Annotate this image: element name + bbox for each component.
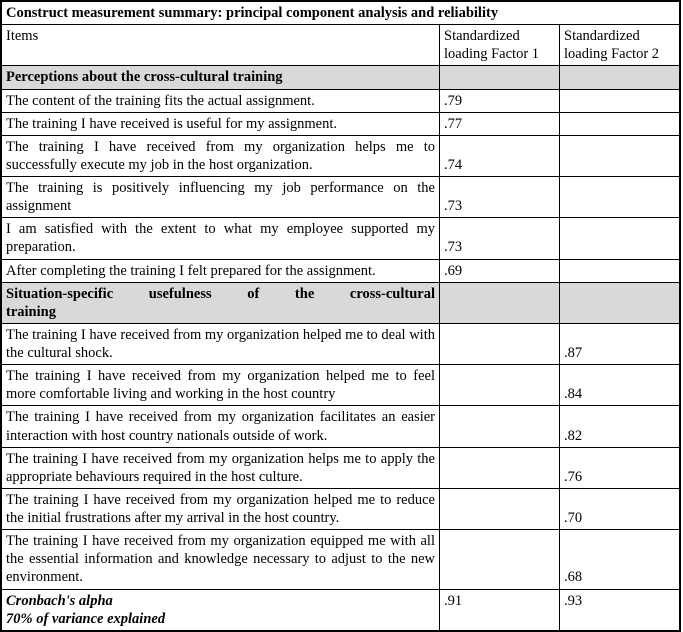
cronbach-line2: 70% of variance explained bbox=[6, 610, 435, 628]
f1-cell: .73 bbox=[440, 177, 560, 218]
f1-cell bbox=[440, 447, 560, 488]
f1-cell bbox=[440, 323, 560, 364]
f2-cell: .68 bbox=[560, 530, 680, 589]
item-cell: The training I have received from my org… bbox=[2, 488, 440, 529]
f2-cell: .87 bbox=[560, 323, 680, 364]
table-row: I am satisfied with the extent to what m… bbox=[2, 218, 680, 259]
table-row: The content of the training fits the act… bbox=[2, 89, 680, 112]
section1-f2 bbox=[560, 66, 680, 89]
header-row: Items Standardized loading Factor 1 Stan… bbox=[2, 25, 680, 66]
f1-cell: .74 bbox=[440, 135, 560, 176]
table-row: The training I have received from my org… bbox=[2, 530, 680, 589]
cronbach-line1: Cronbach's alpha bbox=[6, 592, 435, 610]
header-factor1: Standardized loading Factor 1 bbox=[440, 25, 560, 66]
f2-cell bbox=[560, 89, 680, 112]
item-cell: The training I have received from my org… bbox=[2, 135, 440, 176]
cronbach-row: Cronbach's alpha 70% of variance explain… bbox=[2, 589, 680, 630]
item-cell: The training I have received from my org… bbox=[2, 406, 440, 447]
section1-label: Perceptions about the cross-cultural tra… bbox=[2, 66, 440, 89]
f1-cell bbox=[440, 406, 560, 447]
header-factor2: Standardized loading Factor 2 bbox=[560, 25, 680, 66]
f1-cell: .73 bbox=[440, 218, 560, 259]
f1-cell bbox=[440, 488, 560, 529]
f2-cell bbox=[560, 135, 680, 176]
section1-f1 bbox=[440, 66, 560, 89]
cronbach-f1: .91 bbox=[440, 589, 560, 630]
f2-cell: .70 bbox=[560, 488, 680, 529]
section-row: Situation-specific usefulness of the cro… bbox=[2, 282, 680, 323]
section2-label: Situation-specific usefulness of the cro… bbox=[2, 282, 440, 323]
section-row: Perceptions about the cross-cultural tra… bbox=[2, 66, 680, 89]
pca-table: Construct measurement summary: principal… bbox=[1, 1, 680, 631]
f1-cell bbox=[440, 365, 560, 406]
f2-cell bbox=[560, 259, 680, 282]
table-row: The training I have received from my org… bbox=[2, 447, 680, 488]
table-row: The training I have received from my org… bbox=[2, 365, 680, 406]
f2-cell: .84 bbox=[560, 365, 680, 406]
item-cell: The training I have received from my org… bbox=[2, 530, 440, 589]
table-row: The training I have received from my org… bbox=[2, 323, 680, 364]
f1-cell bbox=[440, 530, 560, 589]
table-row: The training I have received is useful f… bbox=[2, 112, 680, 135]
table-row: The training I have received from my org… bbox=[2, 135, 680, 176]
table-row: The training I have received from my org… bbox=[2, 488, 680, 529]
cronbach-f2: .93 bbox=[560, 589, 680, 630]
item-cell: The training I have received from my org… bbox=[2, 447, 440, 488]
f2-cell: .82 bbox=[560, 406, 680, 447]
f2-cell bbox=[560, 218, 680, 259]
section2-line2: training bbox=[6, 303, 435, 321]
item-cell: The training I have received from my org… bbox=[2, 323, 440, 364]
f2-cell: .76 bbox=[560, 447, 680, 488]
f1-cell: .77 bbox=[440, 112, 560, 135]
cronbach-label: Cronbach's alpha 70% of variance explain… bbox=[2, 589, 440, 630]
header-items: Items bbox=[2, 25, 440, 66]
f1-cell: .69 bbox=[440, 259, 560, 282]
item-cell: The content of the training fits the act… bbox=[2, 89, 440, 112]
table-row: The training is positively influencing m… bbox=[2, 177, 680, 218]
f2-cell bbox=[560, 112, 680, 135]
table-container: Construct measurement summary: principal… bbox=[0, 0, 681, 632]
f1-cell: .79 bbox=[440, 89, 560, 112]
item-cell: After completing the training I felt pre… bbox=[2, 259, 440, 282]
item-cell: The training I have received from my org… bbox=[2, 365, 440, 406]
title-row: Construct measurement summary: principal… bbox=[2, 2, 680, 25]
table-title: Construct measurement summary: principal… bbox=[2, 2, 680, 25]
item-cell: The training is positively influencing m… bbox=[2, 177, 440, 218]
item-cell: The training I have received is useful f… bbox=[2, 112, 440, 135]
table-row: After completing the training I felt pre… bbox=[2, 259, 680, 282]
section2-f1 bbox=[440, 282, 560, 323]
item-cell: I am satisfied with the extent to what m… bbox=[2, 218, 440, 259]
section2-line1: Situation-specific usefulness of the cro… bbox=[6, 285, 435, 303]
table-row: The training I have received from my org… bbox=[2, 406, 680, 447]
f2-cell bbox=[560, 177, 680, 218]
section2-f2 bbox=[560, 282, 680, 323]
